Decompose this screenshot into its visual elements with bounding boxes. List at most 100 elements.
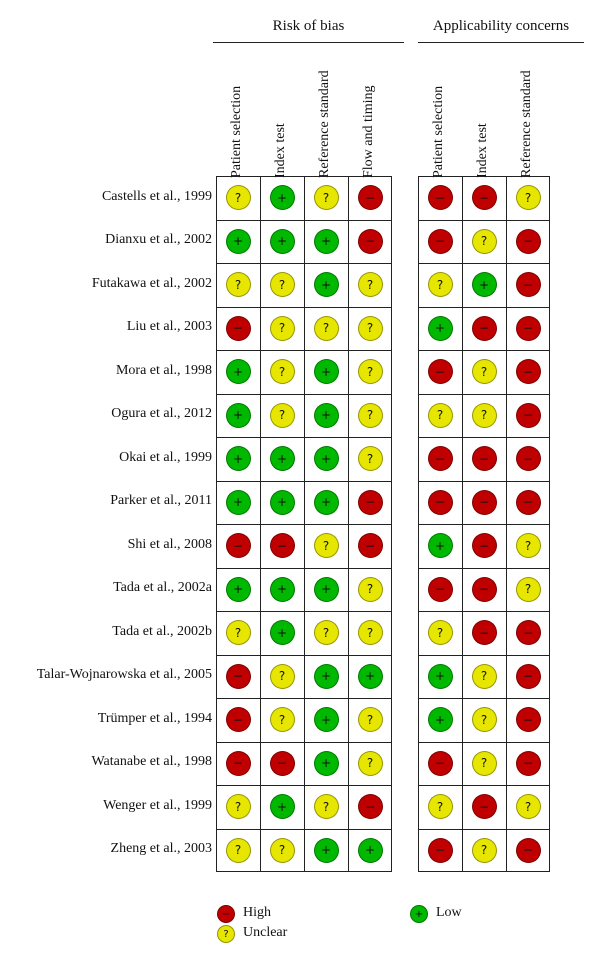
- study-label: Wenger et al., 1999: [103, 797, 212, 813]
- judgement-low-marker: +: [225, 228, 251, 254]
- judgement-low-marker: +: [313, 837, 339, 863]
- row-divider: [217, 741, 391, 743]
- row-divider: [217, 437, 391, 438]
- judgement-unclear-marker: ?: [471, 228, 497, 254]
- judgement-high-marker: −: [427, 576, 453, 602]
- judgement-high-marker: −: [471, 185, 497, 211]
- judgement-unclear-marker: ?: [269, 402, 295, 428]
- judgement-high-marker: −: [515, 228, 541, 254]
- column-label: Reference standard: [317, 70, 332, 178]
- judgement-low-marker: +: [313, 402, 339, 428]
- judgement-high-marker: −: [357, 794, 383, 820]
- judgement-high-marker: −: [515, 446, 541, 472]
- column-label: Flow and timing: [361, 85, 376, 178]
- judgement-low-marker: +: [313, 663, 339, 689]
- legend-low-marker: +: [410, 905, 428, 923]
- judgement-unclear-marker: ?: [357, 576, 383, 602]
- judgement-high-marker: −: [471, 794, 497, 820]
- judgement-unclear-marker: ?: [269, 837, 295, 863]
- judgement-high-marker: −: [515, 489, 541, 515]
- judgement-high-marker: −: [357, 533, 383, 559]
- judgement-low-marker: +: [225, 446, 251, 472]
- column-label: Patient selection: [431, 85, 446, 178]
- judgement-high-marker: −: [269, 533, 295, 559]
- judgement-high-marker: −: [357, 228, 383, 254]
- judgement-unclear-marker: ?: [313, 794, 339, 820]
- column-label: Reference standard: [519, 70, 534, 178]
- group-title: Applicability concerns: [432, 18, 570, 34]
- judgement-unclear-marker: ?: [357, 315, 383, 341]
- judgement-high-marker: −: [225, 315, 251, 341]
- study-label: Ogura et al., 2012: [111, 406, 212, 422]
- judgement-unclear-marker: ?: [427, 272, 453, 298]
- judgement-high-marker: −: [225, 663, 251, 689]
- judgement-unclear-marker: ?: [269, 707, 295, 733]
- row-divider: [217, 393, 391, 395]
- row-divider: [217, 219, 391, 221]
- judgement-high-marker: −: [225, 533, 251, 559]
- legend-low-label: Low: [436, 905, 462, 920]
- judgement-high-marker: −: [471, 489, 497, 515]
- study-label: Okai et al., 1999: [119, 449, 212, 465]
- judgement-unclear-marker: ?: [313, 315, 339, 341]
- domain-grid: [418, 176, 550, 872]
- judgement-low-marker: +: [313, 750, 339, 776]
- judgement-high-marker: −: [471, 620, 497, 646]
- judgement-unclear-marker: ?: [225, 794, 251, 820]
- row-divider: [217, 785, 391, 786]
- group-underline: [418, 42, 584, 43]
- judgement-high-marker: −: [515, 620, 541, 646]
- judgement-unclear-marker: ?: [515, 794, 541, 820]
- judgement-high-marker: −: [471, 446, 497, 472]
- row-divider: [419, 350, 549, 351]
- study-label: Talar-Wojnarowska et al., 2005: [36, 667, 212, 683]
- judgement-high-marker: −: [427, 228, 453, 254]
- judgement-unclear-marker: ?: [269, 359, 295, 385]
- judgement-unclear-marker: ?: [471, 837, 497, 863]
- judgement-high-marker: −: [515, 272, 541, 298]
- judgement-high-marker: −: [515, 750, 541, 776]
- legend-high-label: High: [243, 905, 271, 920]
- study-label: Liu et al., 2003: [126, 319, 212, 335]
- judgement-high-marker: −: [427, 359, 453, 385]
- row-divider: [217, 480, 391, 482]
- judgement-unclear-marker: ?: [427, 794, 453, 820]
- row-divider: [419, 437, 549, 438]
- row-divider: [217, 524, 391, 525]
- row-divider: [419, 828, 549, 830]
- judgement-high-marker: −: [427, 837, 453, 863]
- row-divider: [419, 306, 549, 308]
- judgement-high-marker: −: [471, 315, 497, 341]
- study-label: Parker et al., 2011: [110, 493, 212, 509]
- judgement-low-marker: +: [357, 663, 383, 689]
- judgement-low-marker: +: [313, 228, 339, 254]
- judgement-low-marker: +: [313, 576, 339, 602]
- judgement-unclear-marker: ?: [471, 707, 497, 733]
- judgement-unclear-marker: ?: [357, 446, 383, 472]
- judgement-high-marker: −: [357, 489, 383, 515]
- judgement-unclear-marker: ?: [269, 272, 295, 298]
- judgement-unclear-marker: ?: [357, 402, 383, 428]
- row-divider: [419, 654, 549, 656]
- column-label: Index test: [273, 123, 288, 178]
- judgement-low-marker: +: [313, 446, 339, 472]
- judgement-low-marker: +: [269, 185, 295, 211]
- judgement-unclear-marker: ?: [313, 620, 339, 646]
- column-label: Patient selection: [229, 85, 244, 178]
- judgement-unclear-marker: ?: [313, 185, 339, 211]
- judgement-high-marker: −: [515, 663, 541, 689]
- judgement-unclear-marker: ?: [427, 402, 453, 428]
- judgement-unclear-marker: ?: [471, 402, 497, 428]
- row-divider: [419, 741, 549, 743]
- judgement-unclear-marker: ?: [225, 620, 251, 646]
- judgement-high-marker: −: [427, 489, 453, 515]
- study-label: Watanabe et al., 1998: [91, 754, 212, 770]
- judgement-unclear-marker: ?: [269, 663, 295, 689]
- judgement-unclear-marker: ?: [313, 533, 339, 559]
- study-label: Castells et al., 1999: [101, 188, 212, 204]
- judgement-unclear-marker: ?: [357, 750, 383, 776]
- judgement-high-marker: −: [357, 185, 383, 211]
- row-divider: [419, 785, 549, 786]
- judgement-unclear-marker: ?: [515, 185, 541, 211]
- judgement-low-marker: +: [225, 489, 251, 515]
